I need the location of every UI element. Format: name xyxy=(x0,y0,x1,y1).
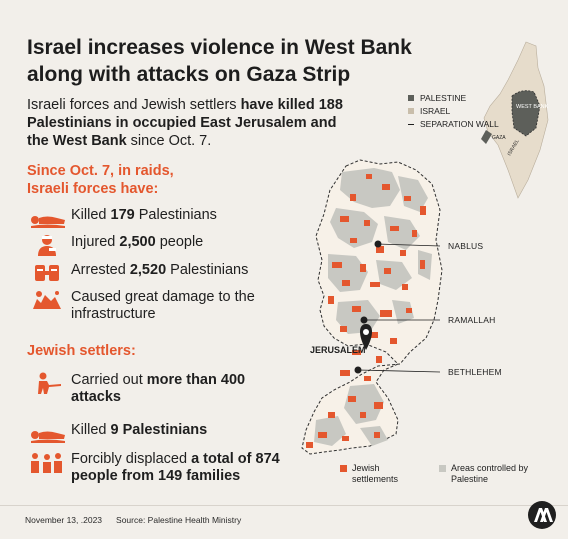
palestine-areas-swatch xyxy=(439,465,446,472)
legend-israel: ISRAEL xyxy=(408,105,499,117)
raids-heading: Since Oct. 7, in raids, Israeli forces h… xyxy=(27,163,174,197)
raid-killed-item: Killed 179 Palestinians xyxy=(27,207,291,229)
jerusalem-pin-icon xyxy=(360,324,372,350)
settler-attacks-pre: Carried out xyxy=(71,372,147,388)
inset-west-bank-label: WEST BANK xyxy=(516,104,549,110)
raid-arrested-item: Arrested 2,520 Palestinians xyxy=(27,262,291,284)
settler-attacks-item: Carried out more than 400 attacks xyxy=(27,372,261,406)
legend-wall-label: SEPARATION WALL xyxy=(420,119,499,129)
palestine-areas-legend: Areas controlled by Palestine xyxy=(439,463,544,485)
raid-arrested-pre: Arrested xyxy=(71,262,130,278)
injured-person-icon xyxy=(38,235,56,256)
jerusalem-pin-dot xyxy=(363,329,369,335)
legend-wall: SEPARATION WALL xyxy=(408,118,499,130)
settler-killed-count: 9 Palestinians xyxy=(110,422,208,438)
raid-damage-item: Caused great damage to the infrastructur… xyxy=(27,289,271,323)
page-title: Israel increases violence in West Bank a… xyxy=(27,36,412,86)
settler-displaced-pre: Forcibly displaced xyxy=(71,451,192,467)
intro-part1: Israeli forces and Jewish settlers xyxy=(27,97,241,113)
settler-killed-pre: Killed xyxy=(71,422,111,438)
raid-arrested-post: Palestinians xyxy=(166,262,249,278)
inset-gaza-label: GAZA xyxy=(492,135,506,141)
inset-legend: PALESTINE ISRAEL SEPARATION WALL xyxy=(408,92,499,131)
settler-displaced-count: a total of 874 people from 149 families xyxy=(71,451,280,484)
legend-palestine: PALESTINE xyxy=(408,92,499,104)
legend-palestine-label: PALESTINE xyxy=(420,93,467,103)
legend-israel-swatch xyxy=(408,108,414,114)
inset-west-bank-shape xyxy=(512,90,540,136)
raid-killed-post: Palestinians xyxy=(134,207,217,223)
nablus-leader xyxy=(377,243,441,247)
handcuffs-icon xyxy=(35,265,59,281)
body-icon xyxy=(31,431,65,443)
legend-wall-swatch xyxy=(408,123,414,125)
raid-injured-count: 2,500 xyxy=(119,234,156,250)
family-icon xyxy=(31,453,62,473)
raid-injured-item: Injured 2,500 people xyxy=(27,234,291,256)
settler-attacks-count: more than 400 attacks xyxy=(71,372,246,405)
raid-damage-text: Caused great damage to the infrastructur… xyxy=(71,289,255,322)
footer: November 13, .2023 Source: Palestine Heal… xyxy=(25,515,241,525)
ramallah-label: RAMALLAH xyxy=(448,315,496,325)
footer-divider xyxy=(0,505,568,506)
legend-palestine-swatch xyxy=(408,95,414,101)
settler-killed-item: Killed 9 Palestinians xyxy=(27,422,291,444)
rubble-icon xyxy=(33,291,61,309)
raid-injured-pre: Injured xyxy=(71,234,120,250)
settlers-heading: Jewish settlers: xyxy=(27,343,136,359)
west-bank-map xyxy=(301,159,443,455)
raid-arrested-count: 2,520 xyxy=(129,262,167,278)
intro-bold: have killed 188 Palestinians in occupied… xyxy=(27,97,343,149)
intro-part2: since Oct. 7. xyxy=(126,133,212,149)
raid-killed-pre: Killed xyxy=(71,207,111,223)
inset-separation-wall xyxy=(511,90,541,137)
intro-text: Israeli forces and Jewish settlers have … xyxy=(27,96,357,150)
settlements-swatch xyxy=(340,465,347,472)
footer-date: November 13, .2023 xyxy=(25,515,103,525)
settlements-legend-label: Jewish settlements xyxy=(352,463,399,484)
bethlehem-leader xyxy=(357,369,441,373)
aa-logo-icon xyxy=(528,501,556,529)
inset-map: WEST BANK GAZA ISRAEL xyxy=(481,41,549,199)
inset-gaza-shape xyxy=(481,130,492,144)
nablus-label: NABLUS xyxy=(448,241,484,251)
raid-injured-post: people xyxy=(155,234,204,250)
bethlehem-label: BETHLEHEM xyxy=(448,367,502,377)
settler-displaced-item: Forcibly displaced a total of 874 people… xyxy=(27,451,286,485)
body-icon xyxy=(31,216,65,228)
legend-israel-label: ISRAEL xyxy=(420,106,451,116)
footer-source: Source: Palestine Health Ministry xyxy=(116,515,242,525)
jerusalem-label: JERUSALEM xyxy=(310,345,366,355)
settlements-legend: Jewish settlements xyxy=(340,463,420,485)
raid-killed-count: 179 xyxy=(110,207,135,223)
gunman-icon xyxy=(38,372,61,394)
palestine-areas-legend-label: Areas controlled by Palestine xyxy=(451,463,529,484)
settlements xyxy=(306,174,426,448)
